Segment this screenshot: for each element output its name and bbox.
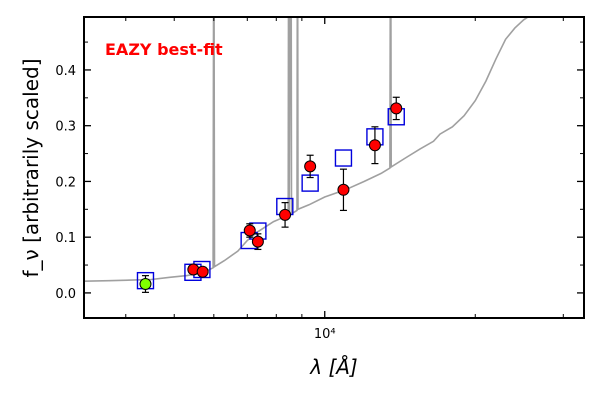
photometry-point: [196, 265, 209, 278]
y-axis-label: f_ν [arbitrarily scaled]: [19, 59, 43, 278]
photometry-point: [251, 235, 264, 248]
photometry-point: [243, 224, 256, 237]
photometry-point: [337, 183, 350, 196]
x-tick-label: 10⁴: [314, 327, 336, 342]
plot-frame: [83, 16, 585, 319]
photometry-layer: [139, 96, 403, 293]
y-tick-label: 0.4: [55, 64, 76, 79]
photometry-point: [390, 102, 403, 115]
template-spectrum-line: [84, 17, 530, 282]
y-tick-label: 0.1: [55, 231, 76, 246]
y-tick-label: 0.2: [55, 175, 76, 190]
x-axis-label: λ [Å]: [309, 355, 357, 379]
y-tick-label: 0.3: [55, 120, 76, 135]
axis-ticks: 0.0 0.1 0.2 0.3 0.4 10⁴: [55, 17, 584, 342]
photometry-point-highlight: [139, 277, 152, 290]
template-spectrum-layer: [84, 17, 530, 282]
y-tick-label: 0.0: [55, 287, 76, 302]
photometry-point: [279, 208, 292, 221]
model-flux-square: [334, 149, 353, 167]
photometry-point: [368, 139, 381, 152]
annotation-label: EAZY best-fit: [105, 40, 223, 59]
photometry-point: [304, 160, 317, 173]
